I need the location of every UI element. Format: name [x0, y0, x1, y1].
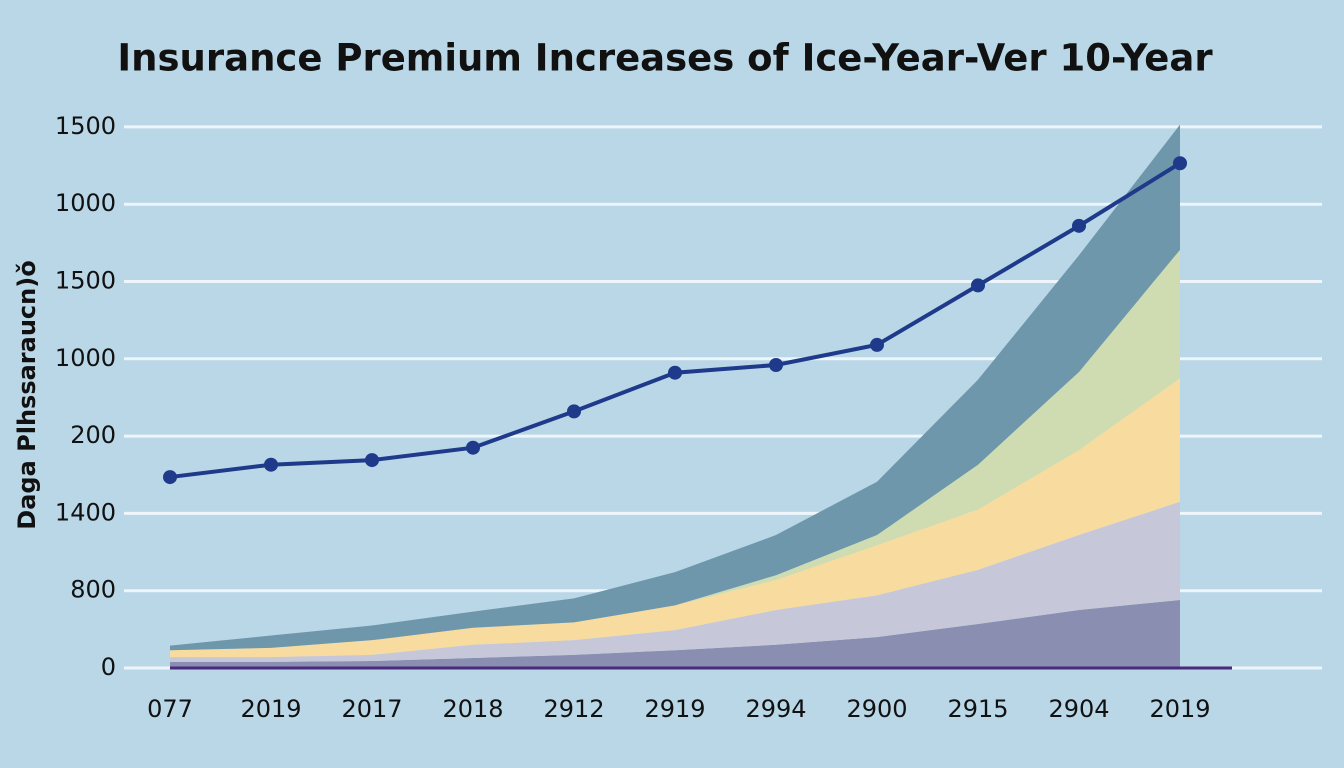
line-point	[466, 440, 480, 455]
y-tick-label: 1000	[55, 189, 116, 217]
x-tick-label: 2994	[745, 695, 806, 723]
line-point	[567, 404, 581, 419]
x-tick-label: 2904	[1048, 695, 1109, 723]
x-tick-label: 2019	[240, 695, 301, 723]
y-tick-label: 0	[101, 653, 116, 681]
line-point	[769, 357, 783, 372]
line-point	[668, 365, 682, 380]
x-tick-label: 077	[147, 695, 193, 723]
area	[170, 599, 1180, 668]
y-tick-label: 1500	[55, 267, 116, 295]
line-point	[971, 278, 985, 293]
x-tick-label: 2900	[846, 695, 907, 723]
y-tick-label: 1000	[55, 344, 116, 372]
area	[170, 501, 1180, 662]
y-tick-label: 800	[70, 576, 116, 604]
line-point	[870, 337, 884, 352]
x-tick-label: 2017	[341, 695, 402, 723]
x-tick-label: 2019	[1149, 695, 1210, 723]
x-tick-label: 2919	[644, 695, 705, 723]
chart-title: Insurance Premium Increases of Ice-Year-…	[117, 37, 1213, 80]
area	[170, 378, 1180, 658]
area	[170, 124, 1180, 651]
line-point	[1072, 218, 1086, 233]
x-tick-label: 2912	[543, 695, 604, 723]
line-point	[1173, 156, 1187, 171]
line-point	[264, 457, 278, 472]
y-tick-label: 1500	[55, 112, 116, 140]
line-point	[365, 453, 379, 468]
line-point	[163, 470, 177, 485]
x-tick-label: 2018	[442, 695, 503, 723]
y-tick-label: 200	[70, 421, 116, 449]
y-axis-label: Daga Plhssaraucn)ǒ	[13, 260, 41, 529]
y-tick-label: 1400	[55, 498, 116, 526]
x-tick-label: 2915	[947, 695, 1008, 723]
